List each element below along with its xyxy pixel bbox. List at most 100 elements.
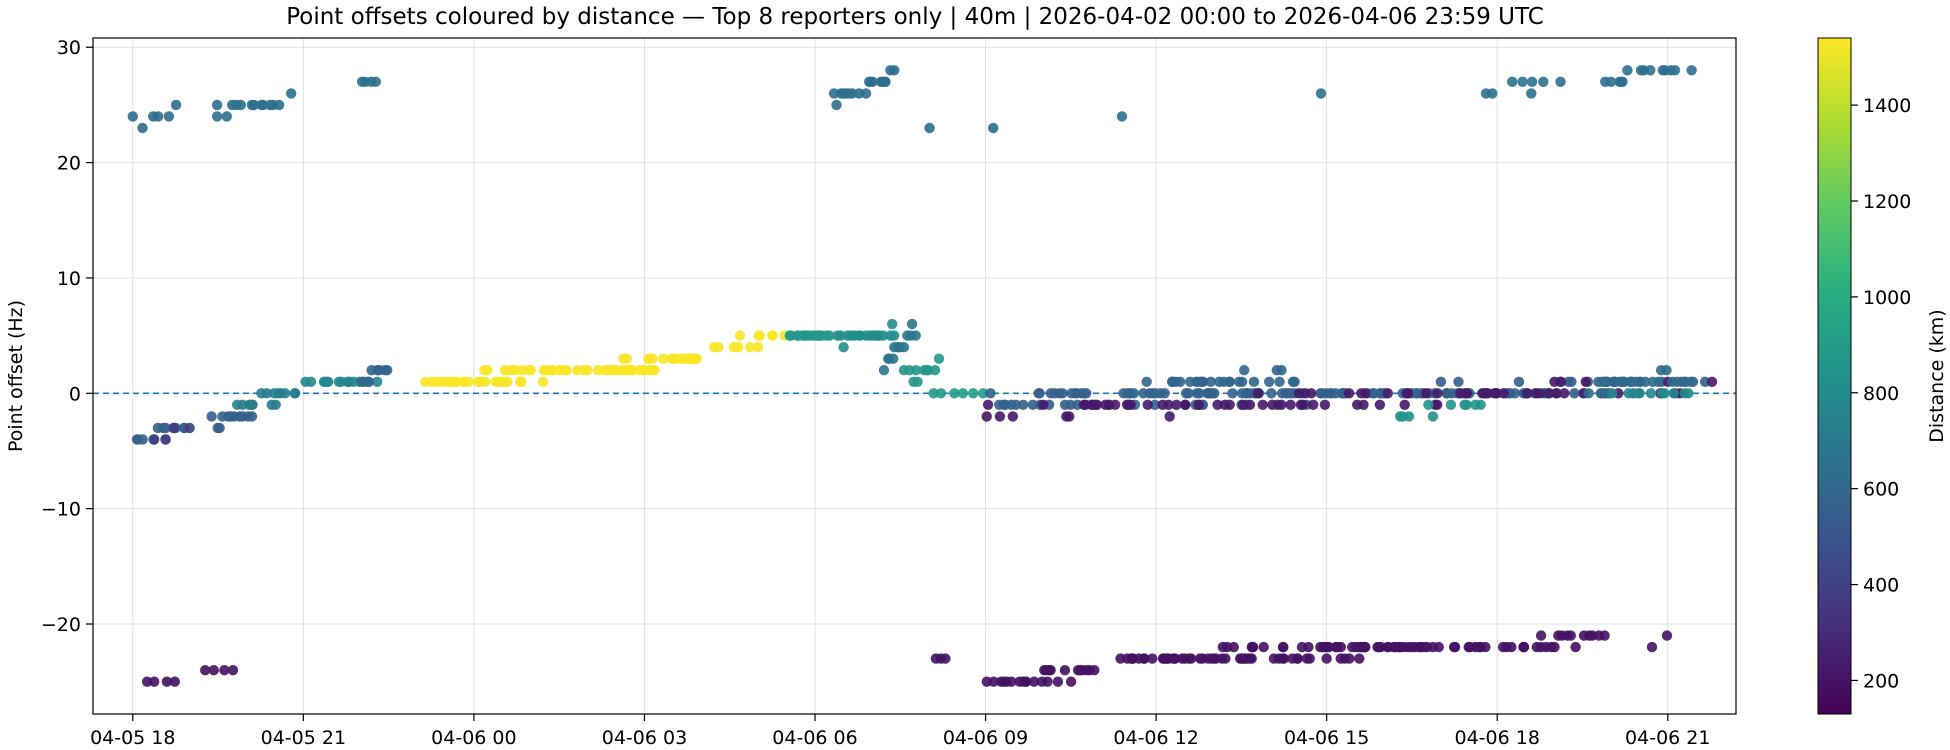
data-point — [149, 676, 160, 687]
data-point — [957, 388, 969, 399]
data-point — [988, 122, 999, 134]
data-point — [1303, 641, 1314, 653]
y-axis-ticks: 30 20 10 0 −10 −20 — [41, 37, 93, 636]
data-point — [1065, 676, 1077, 687]
x-tick-label: 04-05 21 — [261, 727, 346, 749]
colorbar-tick-label: 800 — [1863, 383, 1899, 405]
data-point — [1323, 641, 1335, 653]
data-point — [623, 365, 634, 376]
data-point — [1205, 376, 1217, 387]
data-point — [1202, 388, 1213, 399]
data-point — [149, 434, 160, 445]
data-point — [1555, 76, 1566, 88]
data-point — [1605, 76, 1617, 88]
data-point — [168, 422, 179, 434]
data-point — [744, 342, 756, 353]
data-point — [211, 99, 223, 111]
x-tick-label: 04-05 18 — [90, 727, 175, 749]
data-point — [1138, 388, 1149, 399]
data-point — [1219, 399, 1231, 410]
data-point — [1406, 641, 1417, 653]
data-point — [1247, 641, 1259, 653]
data-point — [734, 330, 746, 341]
x-tick-label: 04-06 03 — [602, 727, 687, 749]
data-point — [1358, 399, 1369, 410]
data-point — [1661, 630, 1673, 641]
data-point — [1506, 641, 1517, 653]
data-point — [1147, 653, 1158, 664]
data-point — [227, 665, 239, 676]
data-point — [270, 399, 281, 410]
data-point — [169, 676, 180, 687]
data-point — [981, 411, 992, 422]
data-point — [1257, 399, 1268, 410]
data-point — [333, 376, 345, 387]
y-tick-label: −20 — [41, 614, 81, 636]
data-point — [1645, 65, 1656, 76]
data-point — [170, 99, 182, 111]
data-point — [1526, 76, 1538, 88]
data-point — [208, 665, 219, 676]
data-point — [977, 388, 989, 399]
data-point — [1301, 653, 1313, 664]
x-tick-label: 04-06 00 — [431, 727, 516, 749]
data-point — [1057, 388, 1068, 399]
data-point — [1432, 399, 1443, 410]
data-point — [949, 388, 960, 399]
data-point — [1646, 641, 1658, 653]
data-point — [1276, 399, 1287, 410]
data-points — [127, 65, 1718, 687]
data-point — [998, 399, 1009, 410]
data-point — [221, 111, 232, 122]
data-point — [1607, 388, 1618, 399]
data-point — [1183, 388, 1194, 399]
data-point — [1006, 676, 1017, 687]
data-point — [1339, 653, 1350, 664]
data-point — [480, 376, 491, 387]
data-point — [561, 365, 572, 376]
data-point — [1164, 411, 1175, 422]
data-point — [1081, 665, 1093, 676]
data-point — [1507, 76, 1518, 88]
data-point — [490, 376, 502, 387]
data-point — [1217, 641, 1229, 653]
data-point — [211, 111, 223, 122]
data-point — [1228, 641, 1240, 653]
data-point — [929, 365, 941, 376]
data-point — [1287, 653, 1298, 664]
data-point — [1373, 641, 1384, 653]
data-point — [753, 330, 764, 341]
data-point — [1435, 376, 1447, 387]
data-point — [1669, 65, 1681, 76]
data-point — [1622, 65, 1633, 76]
data-point — [1196, 376, 1207, 387]
data-point — [1282, 388, 1294, 399]
data-point — [1635, 65, 1647, 76]
data-point — [888, 353, 899, 364]
data-point — [1441, 388, 1452, 399]
data-point — [940, 653, 951, 664]
data-point — [1274, 376, 1285, 387]
data-point — [1580, 376, 1592, 387]
y-tick-label: −10 — [41, 499, 81, 521]
colorbar-tick-label: 1000 — [1863, 287, 1911, 309]
data-point — [256, 99, 267, 111]
data-point — [912, 376, 923, 387]
data-point — [231, 99, 242, 111]
data-point — [832, 330, 843, 341]
x-axis-ticks: 04-05 18 04-05 21 04-06 00 04-06 03 04-06 06… — [90, 714, 1710, 749]
x-tick-label: 04-06 15 — [1284, 727, 1369, 749]
data-point — [1566, 376, 1577, 387]
data-point — [1562, 630, 1573, 641]
data-point — [898, 342, 910, 353]
data-point — [1393, 641, 1405, 653]
data-point — [1487, 88, 1498, 99]
data-point — [1374, 399, 1386, 410]
data-point — [1615, 376, 1626, 387]
data-point — [880, 76, 891, 88]
data-point — [1297, 399, 1309, 410]
data-point — [968, 388, 979, 399]
data-point — [1010, 399, 1021, 410]
data-point — [1526, 88, 1537, 99]
